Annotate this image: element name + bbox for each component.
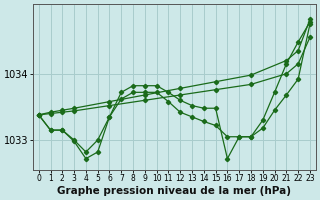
X-axis label: Graphe pression niveau de la mer (hPa): Graphe pression niveau de la mer (hPa) (57, 186, 291, 196)
